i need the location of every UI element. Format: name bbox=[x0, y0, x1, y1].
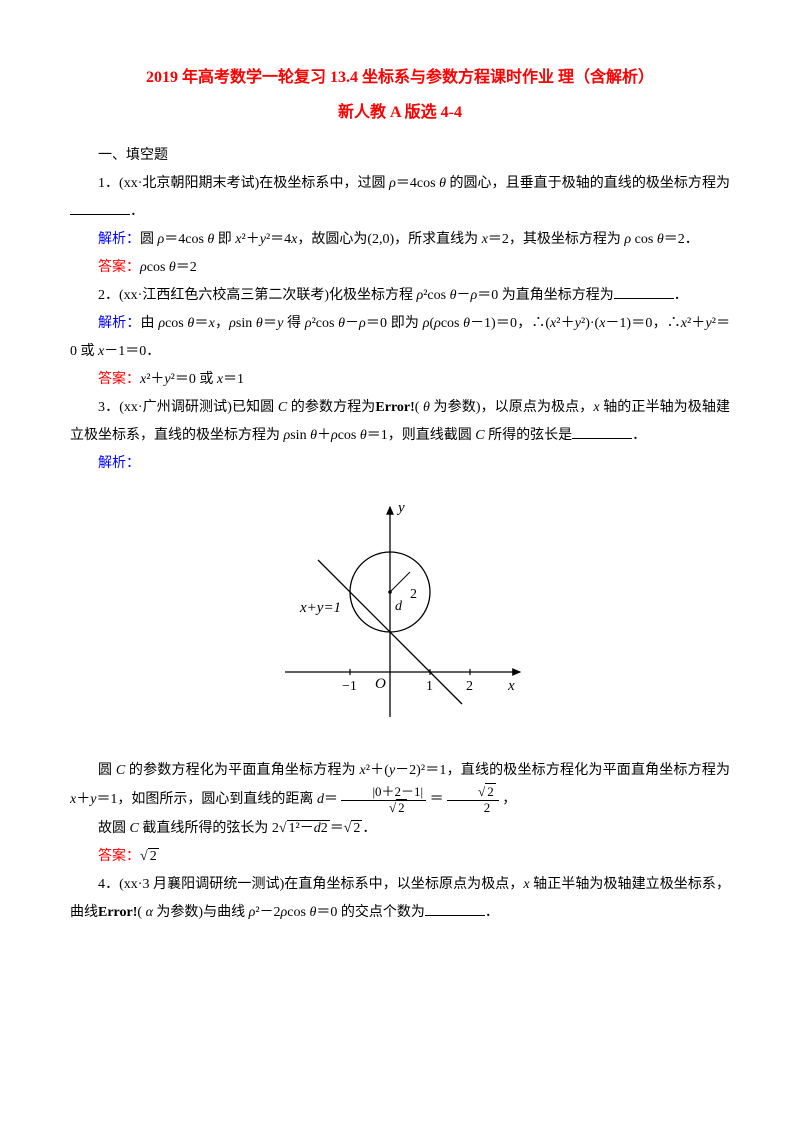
q2-text: 2．(xx·江西红色六校高三第二次联考)化极坐标方程 ρ²cos θ－ρ＝0 为… bbox=[70, 282, 730, 310]
d-label: d bbox=[395, 599, 403, 614]
q2-daan: 答案：x²＋y²＝0 或 x＝1 bbox=[70, 366, 730, 394]
line-label: x+y=1 bbox=[299, 600, 341, 616]
q3-diagram: x y O −1 1 2 x+y=1 d 2 bbox=[70, 492, 730, 743]
title-line1: 2019 年高考数学一轮复习 13.4 坐标系与参数方程课时作业 理（含解析） bbox=[146, 69, 654, 86]
title-line2: 新人教 A 版选 4-4 bbox=[338, 104, 462, 121]
axis-y-label: y bbox=[396, 500, 405, 516]
tick-1: 1 bbox=[426, 679, 433, 694]
origin-label: O bbox=[375, 676, 386, 692]
tick-2: 2 bbox=[466, 679, 473, 694]
r-label: 2 bbox=[410, 587, 417, 602]
q1-text: 1．(xx·北京朝阳期末考试)在极坐标系中，过圆 ρ＝4cos θ 的圆心，且垂… bbox=[70, 170, 730, 226]
q1-daan: 答案：ρcos θ＝2 bbox=[70, 254, 730, 282]
q3-jiexi-label: 解析： bbox=[70, 450, 730, 478]
tick-neg1: −1 bbox=[342, 679, 357, 694]
q3-text: 3．(xx·广州调研测试)已知圆 C 的参数方程为Error!( θ 为参数)，… bbox=[70, 394, 730, 450]
q1-jiexi: 解析：圆 ρ＝4cos θ 即 x²＋y²＝4x，故圆心为(2,0)，所求直线为… bbox=[70, 226, 730, 254]
q3-body1: 圆 C 的参数方程化为平面直角坐标方程为 x²＋(y－2)²＝1，直线的极坐标方… bbox=[70, 757, 730, 815]
q4-text: 4．(xx·3 月襄阳调研统一测试)在直角坐标系中，以坐标原点为极点，x 轴正半… bbox=[70, 871, 730, 927]
axis-x-label: x bbox=[507, 678, 515, 694]
section-heading: 一、填空题 bbox=[70, 142, 730, 170]
q3-daan: 答案：√2 bbox=[70, 843, 730, 871]
q3-body2: 故圆 C 截直线所得的弦长为 2√1²－d2＝√2． bbox=[70, 815, 730, 843]
q2-jiexi: 解析：由 ρcos θ＝x，ρsin θ＝y 得 ρ²cos θ－ρ＝0 即为 … bbox=[70, 310, 730, 366]
